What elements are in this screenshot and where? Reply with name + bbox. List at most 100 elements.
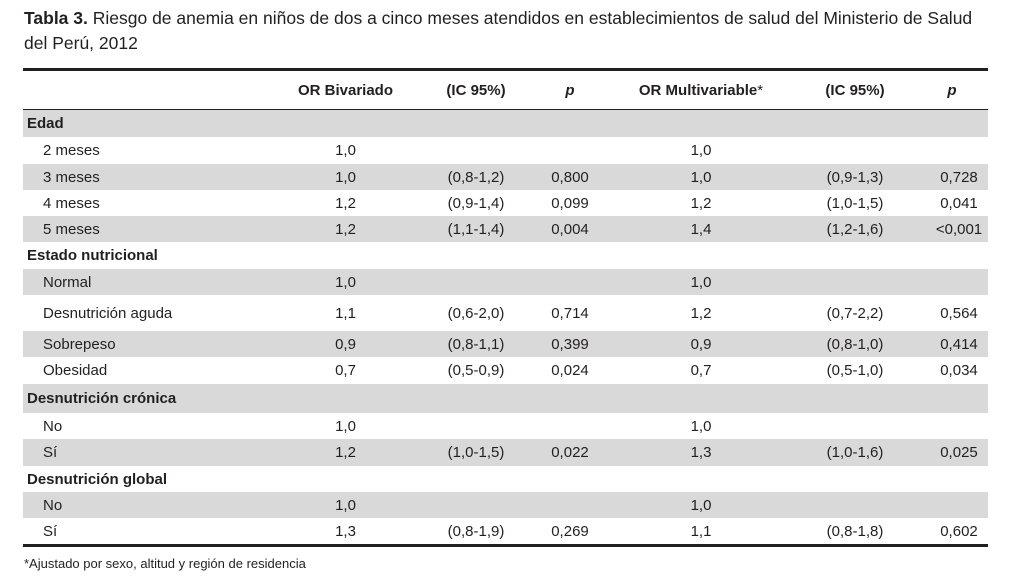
cell-ic95-bivariado: (0,6-2,0)	[447, 304, 505, 322]
table-row: 2 meses 1,0 1,0	[23, 137, 988, 164]
row-label: Obesidad	[43, 362, 108, 379]
cell-or-multivariable: 0,9	[690, 335, 712, 353]
cell-or-bivariado: 1,1	[335, 304, 356, 322]
table-top-rule	[23, 68, 988, 71]
cell-ic95-bivariado	[421, 269, 531, 295]
cell-or-multivariable: 1,3	[690, 444, 712, 461]
cell-p-bivariado: 0,022	[551, 444, 589, 461]
row-label: Sobrepeso	[43, 335, 116, 353]
header-ic95-bivariado: (IC 95%)	[446, 81, 506, 99]
cell-ic95-bivariado: (0,5-0,9)	[447, 362, 505, 379]
cell-or-bivariado: 1,0	[335, 142, 356, 159]
cell-or-multivariable: 1,1	[690, 522, 712, 540]
cell-or-multivariable: 1,0	[690, 168, 712, 186]
group-label: Edad	[27, 115, 64, 132]
table-row: No 1,0 1,0	[23, 413, 988, 439]
cell-ic95-bivariado	[421, 492, 531, 518]
row-label: Desnutrición aguda	[43, 304, 173, 322]
cell-ic95-multivariable	[800, 413, 910, 439]
table-row: Sí 1,2 (1,0-1,5) 0,022 1,3 (1,0-1,6) 0,025	[23, 439, 988, 466]
header-ic95-multivariable: (IC 95%)	[825, 81, 885, 99]
cell-p-multivariable	[921, 492, 997, 518]
table-caption-text: Riesgo de anemia en niños de dos a cinco…	[24, 8, 973, 53]
cell-p-bivariado	[541, 137, 599, 164]
cell-p-bivariado: 0,800	[551, 168, 589, 186]
cell-ic95-multivariable: (0,5-1,0)	[826, 362, 884, 379]
cell-p-bivariado: 0,004	[551, 220, 589, 238]
group-header-row: Estado nutricional	[23, 242, 988, 269]
cell-or-bivariado: 1,2	[335, 444, 356, 461]
cell-or-multivariable: 1,0	[690, 496, 712, 514]
row-label: 5 meses	[43, 220, 100, 238]
table-footnote: *Ajustado por sexo, altitud y región de …	[24, 556, 306, 571]
cell-or-bivariado: 1,0	[335, 417, 356, 435]
cell-p-multivariable: <0,001	[935, 220, 983, 238]
cell-ic95-bivariado: (1,0-1,5)	[447, 444, 505, 461]
table-row: 5 meses 1,2 (1,1-1,4) 0,004 1,4 (1,2-1,6) <0,0…	[23, 216, 988, 242]
cell-ic95-bivariado	[421, 137, 531, 164]
cell-or-bivariado: 0,9	[335, 335, 356, 353]
table-caption: Tabla 3. Riesgo de anemia en niños de do…	[24, 6, 994, 56]
cell-or-multivariable: 1,2	[690, 304, 712, 322]
cell-or-bivariado: 1,2	[335, 220, 356, 238]
cell-ic95-multivariable: (0,8-1,0)	[826, 335, 884, 353]
table-bottom-rule	[23, 544, 988, 547]
cell-ic95-bivariado: (0,9-1,4)	[447, 194, 505, 212]
table-row: Desnutrición aguda 1,1 (0,6-2,0) 0,714 1,2 (0…	[23, 295, 988, 331]
cell-p-multivariable: 0,025	[940, 444, 978, 461]
cell-p-multivariable: 0,034	[940, 362, 978, 379]
cell-or-multivariable: 1,0	[690, 417, 712, 435]
table-row: Normal 1,0 1,0	[23, 269, 988, 295]
cell-p-bivariado: 0,024	[551, 362, 589, 379]
table-row: 4 meses 1,2 (0,9-1,4) 0,099 1,2 (1,0-1,5) 0,04…	[23, 190, 988, 216]
cell-p-bivariado	[541, 269, 599, 295]
cell-ic95-bivariado: (0,8-1,1)	[447, 335, 505, 353]
cell-ic95-bivariado: (0,8-1,9)	[447, 522, 505, 540]
cell-or-multivariable: 1,0	[690, 273, 712, 291]
cell-ic95-multivariable	[800, 137, 910, 164]
row-label: Sí	[43, 522, 58, 540]
table-row: Obesidad 0,7 (0,5-0,9) 0,024 0,7 (0,5-1,0) 0,0…	[23, 357, 988, 384]
table-row: 3 meses 1,0 (0,8-1,2) 0,800 1,0 (0,9-1,3) 0,72…	[23, 164, 988, 190]
cell-p-bivariado: 0,714	[551, 304, 589, 322]
row-label: Normal	[43, 273, 92, 291]
row-label: 2 meses	[43, 142, 100, 159]
cell-ic95-multivariable: (1,2-1,6)	[826, 220, 884, 238]
header-asterisk: *	[757, 81, 764, 99]
cell-p-multivariable: 0,602	[940, 522, 978, 540]
cell-or-bivariado: 1,3	[335, 522, 356, 540]
cell-p-bivariado	[541, 413, 599, 439]
cell-ic95-multivariable: (1,0-1,5)	[826, 194, 884, 212]
cell-p-multivariable: 0,414	[940, 335, 978, 353]
cell-ic95-bivariado	[421, 413, 531, 439]
cell-ic95-multivariable: (1,0-1,6)	[826, 444, 884, 461]
row-label: 3 meses	[43, 168, 100, 186]
group-label: Desnutrición crónica	[27, 390, 177, 407]
cell-p-multivariable: 0,564	[940, 304, 978, 322]
row-label: 4 meses	[43, 194, 100, 212]
cell-p-multivariable	[921, 269, 997, 295]
table-header-row: OR Bivariado (IC 95%) p OR Multivariable…	[23, 71, 988, 109]
cell-p-multivariable: 0,728	[940, 168, 978, 186]
cell-ic95-bivariado: (1,1-1,4)	[447, 220, 505, 238]
table-header-rule	[23, 109, 988, 110]
table-row: Sí 1,3 (0,8-1,9) 0,269 1,1 (0,8-1,8) 0,602	[23, 518, 988, 544]
cell-or-multivariable: 1,0	[690, 142, 712, 159]
header-p-multivariable: p	[947, 81, 957, 99]
row-label: No	[43, 496, 63, 514]
row-label: Sí	[43, 444, 58, 461]
row-label: No	[43, 417, 63, 435]
cell-or-bivariado: 1,0	[335, 168, 356, 186]
cell-ic95-bivariado: (0,8-1,2)	[447, 168, 505, 186]
group-header-row: Desnutrición crónica	[23, 384, 988, 413]
cell-ic95-multivariable: (0,7-2,2)	[826, 304, 884, 322]
header-p-bivariado: p	[565, 81, 575, 99]
cell-p-bivariado: 0,099	[551, 194, 589, 212]
cell-ic95-multivariable: (0,9-1,3)	[826, 168, 884, 186]
group-label: Estado nutricional	[27, 247, 158, 264]
cell-p-multivariable: 0,041	[940, 194, 978, 212]
cell-or-multivariable: 0,7	[690, 362, 712, 379]
cell-p-bivariado: 0,399	[551, 335, 589, 353]
header-or-bivariado: OR Bivariado	[297, 81, 394, 99]
cell-or-multivariable: 1,4	[690, 220, 712, 238]
